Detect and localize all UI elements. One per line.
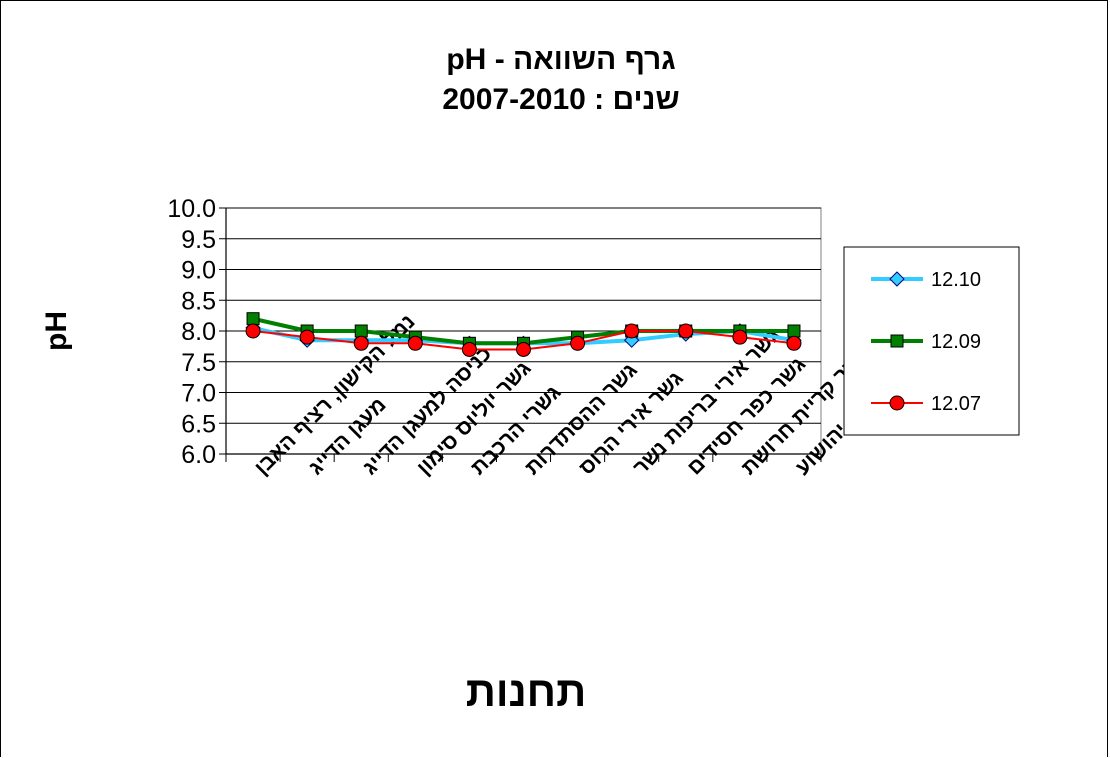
axes xyxy=(219,207,822,462)
data-point xyxy=(516,341,531,357)
legend-label: 12.10 xyxy=(931,269,981,291)
chart-title: גרף השוואה - pH xyxy=(446,43,675,76)
legend-item: 12.07 xyxy=(871,393,981,415)
y-tick-label: 8.0 xyxy=(181,318,216,346)
y-tick-label: 9.0 xyxy=(181,257,216,285)
legend-item: 12.09 xyxy=(871,331,981,353)
data-point xyxy=(624,323,640,339)
data-point xyxy=(732,329,748,345)
data-point xyxy=(354,324,368,338)
series-12.07 xyxy=(245,323,802,357)
y-tick-label: 9.5 xyxy=(181,226,216,254)
legend-marker xyxy=(889,395,905,411)
data-point xyxy=(787,324,801,338)
legend: 12.10 12.09 12.07 xyxy=(871,269,981,415)
y-tick-label: 6.0 xyxy=(181,441,216,469)
data-point xyxy=(299,329,315,345)
legend-item: 12.10 xyxy=(871,269,981,291)
series-layer xyxy=(245,312,802,357)
data-point xyxy=(570,335,586,351)
y-tick-label: 10.0 xyxy=(167,195,216,223)
x-axis-title: תחנות xyxy=(466,668,586,715)
data-point xyxy=(353,335,369,351)
y-tick-label: 7.5 xyxy=(181,349,216,377)
chart-subtitle: שנים : 2007-2010 xyxy=(442,83,679,116)
y-tick-labels: 10.0 9.5 9.08.5 8.0 7.5 7.06.5 6.0 xyxy=(167,195,216,469)
legend-label: 12.09 xyxy=(931,331,981,353)
data-point xyxy=(786,335,802,351)
legend-marker xyxy=(889,271,905,287)
y-tick-label: 6.5 xyxy=(181,410,216,438)
legend-marker xyxy=(890,334,904,348)
data-point xyxy=(461,341,477,357)
y-axis-title: pH xyxy=(40,311,73,351)
data-point xyxy=(245,323,261,339)
data-point xyxy=(407,335,423,351)
y-tick-label: 8.5 xyxy=(181,287,216,315)
y-tick-label: 7.0 xyxy=(181,380,216,408)
legend-label: 12.07 xyxy=(931,393,981,415)
data-point xyxy=(246,312,260,326)
data-point xyxy=(678,323,694,339)
